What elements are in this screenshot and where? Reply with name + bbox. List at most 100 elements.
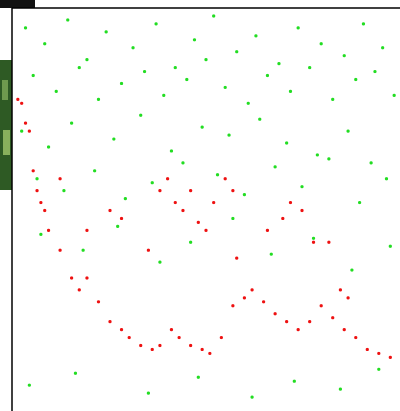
point (308, 65, 312, 70)
point (300, 185, 304, 189)
point (108, 208, 112, 213)
point (365, 347, 369, 352)
point (338, 288, 342, 292)
point (369, 161, 373, 165)
point (242, 193, 246, 197)
point (46, 228, 51, 232)
point (381, 46, 385, 50)
point (23, 121, 28, 125)
point (127, 335, 131, 340)
point (169, 149, 174, 153)
point (35, 177, 39, 181)
point (285, 320, 289, 324)
point (235, 256, 239, 260)
point (281, 216, 285, 221)
point (273, 165, 277, 169)
point (308, 320, 312, 324)
point (269, 252, 273, 256)
point (273, 312, 277, 316)
point (46, 145, 51, 149)
point (20, 129, 24, 133)
point (158, 189, 162, 193)
point (215, 173, 220, 177)
point (350, 268, 354, 272)
point (285, 141, 289, 145)
point (377, 367, 381, 371)
point (81, 248, 85, 252)
point (296, 26, 300, 30)
point (354, 77, 358, 82)
point (162, 93, 166, 97)
point (112, 137, 116, 141)
point (150, 181, 154, 185)
point (23, 26, 28, 30)
point (189, 343, 193, 348)
point (388, 244, 392, 248)
point (292, 379, 296, 383)
point (265, 73, 270, 78)
point (319, 304, 323, 308)
point (104, 30, 108, 34)
point (250, 395, 254, 399)
point (62, 189, 66, 193)
point (223, 177, 227, 181)
point (219, 335, 223, 340)
point (346, 296, 350, 300)
point (93, 169, 97, 173)
point (377, 351, 381, 356)
point (315, 153, 319, 157)
point (196, 375, 200, 379)
point (200, 125, 204, 129)
points-layer (16, 14, 396, 399)
point (54, 89, 58, 93)
point (231, 189, 235, 193)
point (66, 18, 70, 22)
point (16, 97, 20, 101)
point (58, 177, 62, 181)
point (173, 65, 177, 70)
point (192, 38, 197, 42)
point (119, 216, 124, 221)
point (31, 73, 35, 78)
background-image-detail (3, 130, 10, 155)
point (181, 161, 185, 165)
point (139, 113, 143, 117)
point (177, 335, 181, 340)
point (85, 58, 89, 62)
point (204, 228, 208, 232)
point (262, 300, 266, 304)
point (146, 391, 150, 395)
point (384, 177, 389, 181)
background-image-detail (2, 80, 8, 100)
point (346, 129, 350, 133)
point (58, 248, 62, 252)
point (20, 101, 24, 105)
point (246, 101, 250, 105)
point (119, 81, 124, 86)
point (73, 371, 78, 375)
point (388, 355, 392, 359)
point (373, 69, 377, 74)
point (123, 196, 127, 201)
point (85, 276, 89, 280)
point (43, 42, 47, 46)
point (227, 133, 231, 137)
point (142, 69, 147, 74)
point (27, 129, 31, 133)
point (235, 50, 239, 54)
point (169, 328, 174, 332)
point (231, 304, 235, 308)
point (254, 34, 258, 38)
point (231, 216, 235, 221)
point (265, 228, 270, 232)
point (250, 288, 254, 292)
point (204, 58, 208, 62)
point (77, 65, 81, 70)
point (392, 93, 396, 97)
point (158, 343, 162, 348)
point (327, 157, 331, 161)
point (27, 383, 31, 387)
point (327, 240, 331, 244)
